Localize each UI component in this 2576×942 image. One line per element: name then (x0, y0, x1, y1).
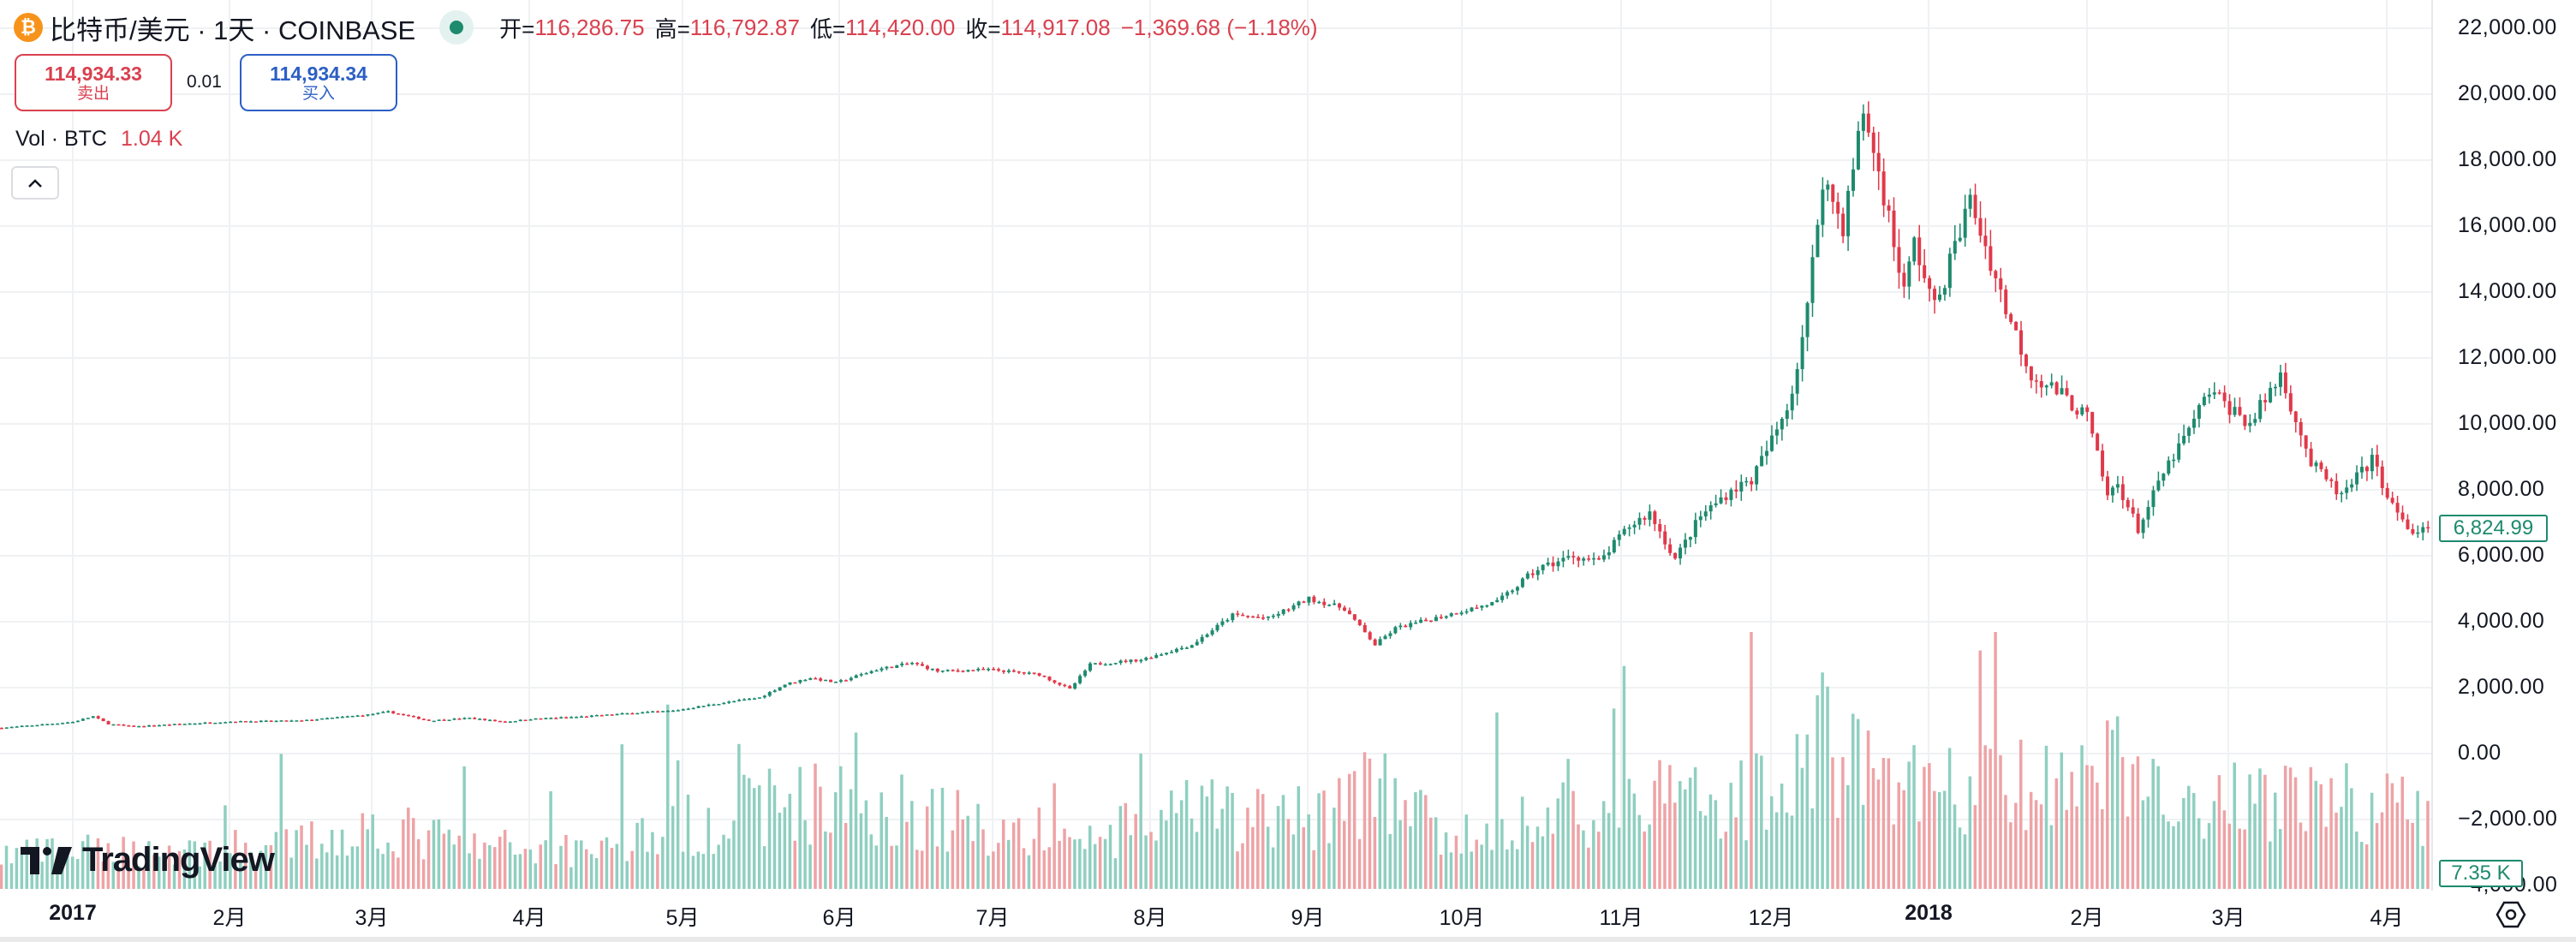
time-axis-label: 4月 (512, 906, 546, 930)
time-axis-label: 4月 (2370, 906, 2404, 930)
market-status-indicator[interactable] (439, 10, 474, 45)
volume-legend[interactable]: Vol · BTC 1.04 K (15, 127, 182, 152)
buy-button[interactable]: 114,934.34 买入 (240, 54, 397, 111)
buy-price: 114,934.34 (270, 62, 367, 85)
close-value: 114,917.08 (1000, 14, 1111, 40)
time-axis-label: 10月 (1439, 906, 1485, 930)
price-axis-label: 0.00 (2458, 741, 2501, 765)
price-axis-label: 20,000.00 (2458, 81, 2557, 105)
collapse-legend-button[interactable] (11, 166, 59, 200)
bottom-border (0, 937, 2576, 942)
symbol-title[interactable]: 比特币/美元 · 1天 · COINBASE (50, 15, 416, 45)
price-axis-label: 2,000.00 (2458, 675, 2545, 699)
price-axis-label: 6,000.00 (2458, 543, 2545, 567)
volume-legend-value: 1.04 K (120, 127, 183, 151)
market-open-dot-icon (450, 21, 464, 34)
time-axis-label: 6月 (822, 906, 856, 930)
chart-settings-icon[interactable] (2496, 899, 2526, 930)
price-axis-label: 10,000.00 (2458, 411, 2557, 435)
open-value: 116,286.75 (534, 14, 645, 40)
high-value: 116,792.87 (689, 14, 800, 40)
chart-grid (0, 0, 2433, 891)
time-axis-label: 12月 (1748, 906, 1794, 930)
price-axis-label: 22,000.00 (2458, 15, 2557, 39)
symbol-legend: ₿ 比特币/美元 · 1天 · COINBASE 开= 116,286.75 高… (14, 10, 1318, 45)
time-axis-label: 3月 (2211, 906, 2245, 930)
time-axis-label: 2月 (212, 906, 247, 930)
time-axis-label: 3月 (355, 906, 389, 930)
tradingview-logo-icon (21, 846, 72, 874)
price-change: −1,369.68 (−1.18%) (1120, 14, 1318, 40)
time-axis-label: 8月 (1133, 906, 1167, 930)
sell-button[interactable]: 114,934.33 卖出 (15, 54, 172, 111)
time-axis-label: 5月 (665, 906, 700, 930)
low-label: 低= (809, 15, 846, 42)
time-axis-label: 7月 (975, 906, 1010, 930)
open-label: 开= (499, 15, 535, 42)
price-axis-label: 12,000.00 (2458, 345, 2557, 369)
tradingview-wordmark: TradingView (82, 841, 275, 879)
time-axis-label: 2017 (49, 901, 97, 925)
sell-label: 卖出 (76, 84, 110, 103)
time-axis-label: 9月 (1291, 906, 1325, 930)
buy-label: 买入 (301, 84, 335, 103)
candlestick-series (0, 101, 2430, 730)
volume-legend-label: Vol · BTC (15, 127, 107, 151)
last-price-label: 6,824.99 (2439, 515, 2548, 542)
price-axis-label: 14,000.00 (2458, 279, 2557, 303)
chevron-up-icon (28, 178, 42, 188)
time-axis-label: 2月 (2070, 906, 2104, 930)
price-axis-label: 8,000.00 (2458, 477, 2545, 501)
close-label: 收= (965, 15, 1001, 42)
bitcoin-icon: ₿ (14, 13, 43, 42)
price-axis-label: −2,000.00 (2458, 807, 2558, 831)
high-label: 高= (654, 15, 690, 42)
last-volume-label: 7.35 K (2439, 860, 2523, 887)
volume-bars (0, 632, 2430, 889)
sell-price: 114,934.33 (45, 62, 142, 85)
spread-value: 0.01 (187, 72, 222, 92)
time-axis-label: 2018 (1905, 901, 1953, 925)
tradingview-logo[interactable]: TradingView (21, 841, 275, 879)
price-axis-label: 16,000.00 (2458, 213, 2557, 237)
price-axis-label: 4,000.00 (2458, 609, 2545, 633)
price-axis-label: 18,000.00 (2458, 147, 2557, 171)
time-axis-label: 11月 (1599, 906, 1643, 930)
low-value: 114,420.00 (845, 14, 956, 40)
